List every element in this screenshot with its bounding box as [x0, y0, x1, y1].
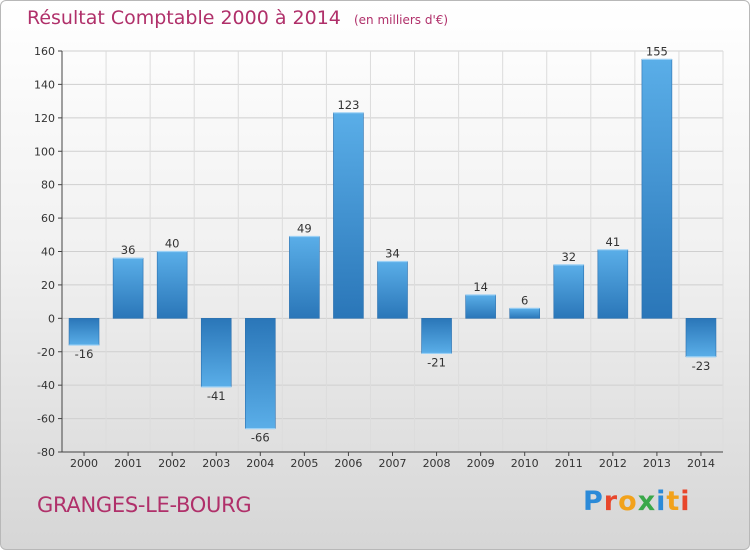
x-tick-label: 2003 — [202, 457, 230, 470]
y-tick-label: 100 — [34, 145, 55, 158]
bar — [156, 251, 188, 319]
bar — [597, 249, 629, 319]
bar — [685, 318, 717, 358]
commune-name: GRANGES-LE-BOURG — [37, 493, 252, 517]
data-label: -66 — [251, 431, 270, 445]
data-label: -16 — [75, 347, 94, 361]
data-label: 6 — [521, 293, 528, 307]
y-tick-label: 140 — [34, 78, 55, 91]
data-label: -23 — [692, 359, 711, 373]
bar — [641, 59, 673, 319]
x-tick-label: 2000 — [70, 457, 98, 470]
x-tick-label: 2001 — [114, 457, 142, 470]
x-tick-label: 2011 — [555, 457, 583, 470]
data-label: 34 — [385, 247, 400, 261]
chart-title: Résultat Comptable 2000 à 2014 — [27, 7, 341, 29]
bar — [553, 264, 585, 319]
bar — [289, 236, 320, 319]
x-tick-label: 2009 — [467, 457, 495, 470]
x-tick-label: 2013 — [643, 457, 671, 470]
x-tick-label: 2007 — [379, 457, 407, 470]
bar — [68, 318, 100, 346]
data-label: 32 — [561, 250, 576, 264]
x-tick-label: 2004 — [246, 457, 274, 470]
x-tick-label: 2014 — [687, 457, 715, 470]
y-tick-label: -80 — [37, 446, 55, 459]
x-tick-label: 2008 — [423, 457, 451, 470]
y-tick-label: 0 — [48, 312, 55, 325]
y-tick-label: -60 — [37, 413, 55, 426]
x-tick-label: 2006 — [334, 457, 362, 470]
y-tick-label: 60 — [41, 212, 55, 225]
data-label: -41 — [207, 389, 226, 403]
y-tick-label: 80 — [41, 179, 55, 192]
bar — [333, 112, 364, 319]
bar — [112, 257, 144, 319]
chart-title-row: Résultat Comptable 2000 à 2014 (en milli… — [27, 7, 448, 29]
x-tick-label: 2002 — [158, 457, 186, 470]
data-label: 155 — [646, 44, 668, 58]
data-label: 41 — [606, 235, 621, 249]
y-tick-label: 120 — [34, 112, 55, 125]
x-tick-label: 2010 — [511, 457, 539, 470]
data-label: 49 — [297, 221, 312, 235]
proxiti-logo: Proxiti — [583, 486, 691, 517]
y-tick-label: -40 — [37, 379, 55, 392]
y-tick-label: 160 — [34, 45, 55, 58]
bar — [245, 318, 276, 429]
x-tick-label: 2005 — [290, 457, 318, 470]
data-label: 36 — [121, 243, 136, 257]
y-tick-label: 20 — [41, 279, 55, 292]
y-tick-label: -20 — [37, 346, 55, 359]
bar — [421, 318, 452, 354]
bar — [200, 318, 232, 388]
x-tick-label: 2012 — [599, 457, 627, 470]
bar — [465, 294, 496, 319]
chart-subtitle: (en milliers d'€) — [353, 13, 449, 27]
bar — [377, 261, 408, 319]
data-label: -21 — [427, 355, 446, 369]
y-tick-label: 40 — [41, 246, 55, 259]
data-label: 14 — [473, 280, 488, 294]
data-label: 40 — [165, 237, 180, 251]
bar — [509, 308, 540, 319]
data-label: 123 — [337, 98, 359, 112]
